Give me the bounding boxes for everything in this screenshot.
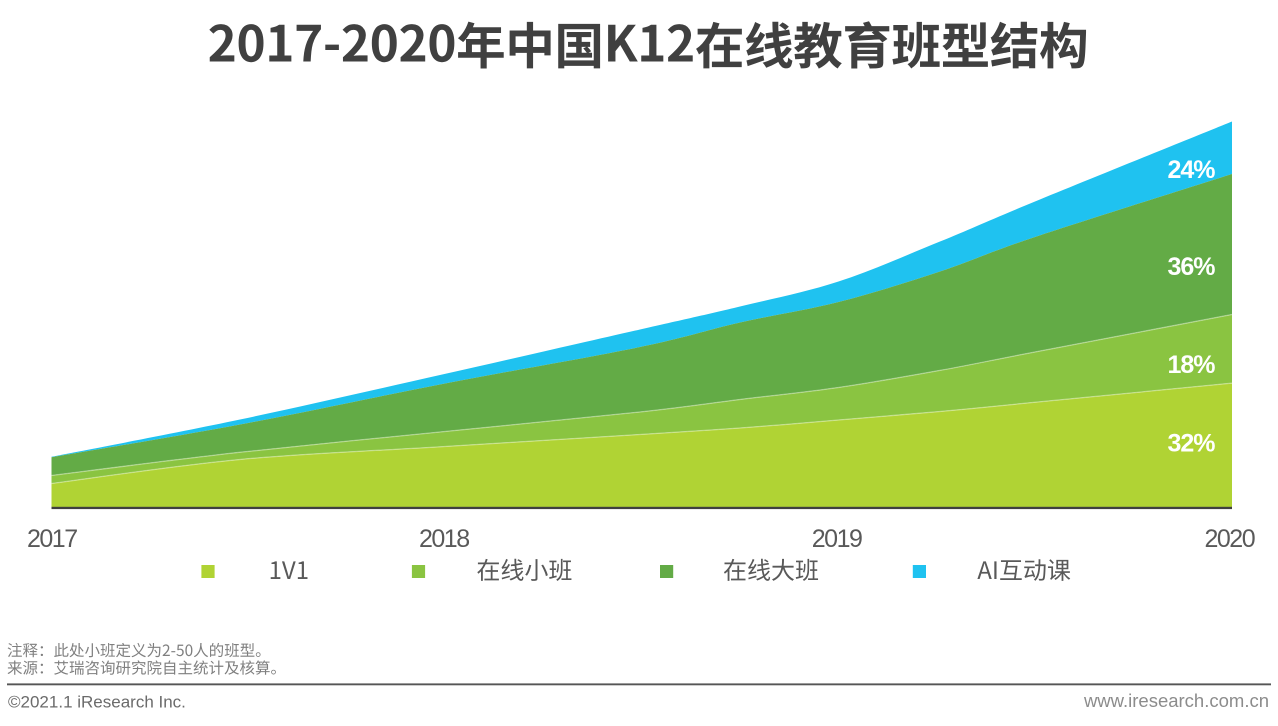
svg-text:24%: 24% <box>1167 156 1215 184</box>
svg-text:©2021.1 iResearch Inc.: ©2021.1 iResearch Inc. <box>8 693 186 712</box>
svg-text:2020: 2020 <box>1204 525 1254 553</box>
svg-text:2017: 2017 <box>27 525 77 553</box>
svg-text:32%: 32% <box>1167 429 1215 457</box>
svg-text:18%: 18% <box>1167 351 1215 379</box>
svg-text:www.iresearch.com.cn: www.iresearch.com.cn <box>1083 690 1269 711</box>
svg-text:2019: 2019 <box>812 525 862 553</box>
svg-text:2018: 2018 <box>419 525 469 553</box>
svg-text:36%: 36% <box>1167 253 1215 281</box>
